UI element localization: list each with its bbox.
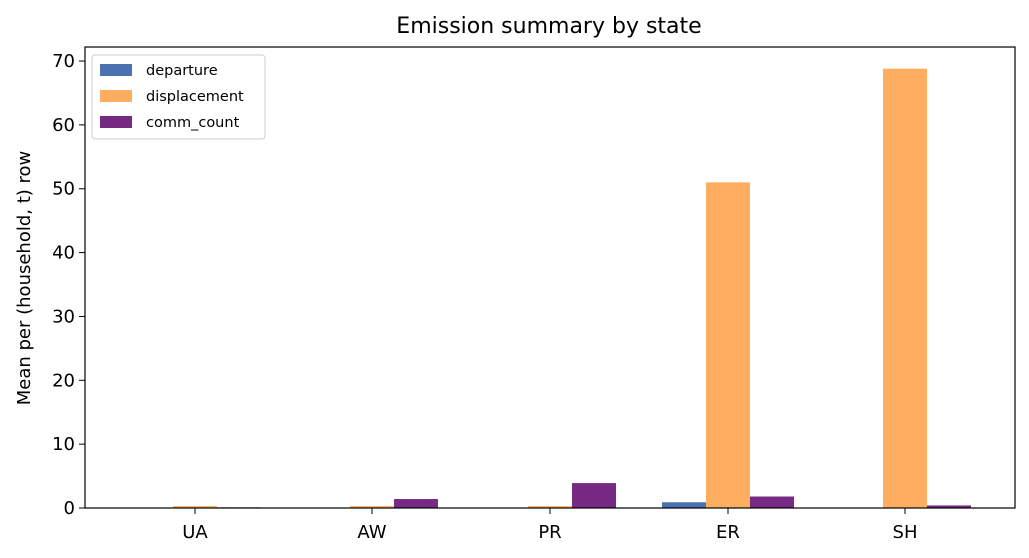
bar-displacement-AW xyxy=(350,506,394,508)
x-tick-label: UA xyxy=(182,522,208,543)
x-tick-label: SH xyxy=(893,522,918,543)
y-tick-label: 0 xyxy=(64,498,75,519)
bar-departure-ER xyxy=(662,502,706,508)
legend-box xyxy=(91,54,266,140)
y-tick-label: 20 xyxy=(52,370,75,391)
x-tick-label: PR xyxy=(538,522,561,543)
chart-title: Emission summary by state xyxy=(396,14,701,39)
legend: departure displacement comm_count xyxy=(91,54,266,140)
legend-label-departure: departure xyxy=(146,63,218,79)
bar-displacement-ER xyxy=(706,182,750,508)
bar-displacement-PR xyxy=(528,506,572,508)
y-tick-label: 40 xyxy=(52,243,75,264)
legend-swatch-comm_count xyxy=(100,116,132,128)
legend-label-comm_count: comm_count xyxy=(146,115,240,131)
legend-label-displacement: displacement xyxy=(146,89,244,105)
bar-displacement-UA xyxy=(173,506,217,508)
x-axis: UA AW PR ER SH xyxy=(182,508,917,543)
y-tick-label: 50 xyxy=(52,179,75,200)
bar-comm_count-ER xyxy=(750,496,794,508)
bar-displacement-SH xyxy=(883,68,927,509)
bar-comm_count-PR xyxy=(572,483,616,508)
y-axis: 0 10 20 30 40 50 60 70 xyxy=(52,51,85,519)
bar-comm_count-SH xyxy=(927,505,971,508)
y-tick-label: 70 xyxy=(52,51,75,72)
x-tick-label: AW xyxy=(357,522,386,543)
bar-comm_count-AW xyxy=(394,499,438,508)
bars-group xyxy=(173,68,971,509)
legend-swatch-departure xyxy=(100,64,132,76)
y-axis-label: Mean per (household, t) row xyxy=(14,151,35,406)
y-tick-label: 30 xyxy=(52,306,75,327)
legend-swatch-displacement xyxy=(100,90,132,102)
plot-frame xyxy=(84,46,1016,509)
y-tick-label: 10 xyxy=(52,434,75,455)
y-tick-label: 60 xyxy=(52,115,75,136)
x-tick-label: ER xyxy=(716,522,740,543)
